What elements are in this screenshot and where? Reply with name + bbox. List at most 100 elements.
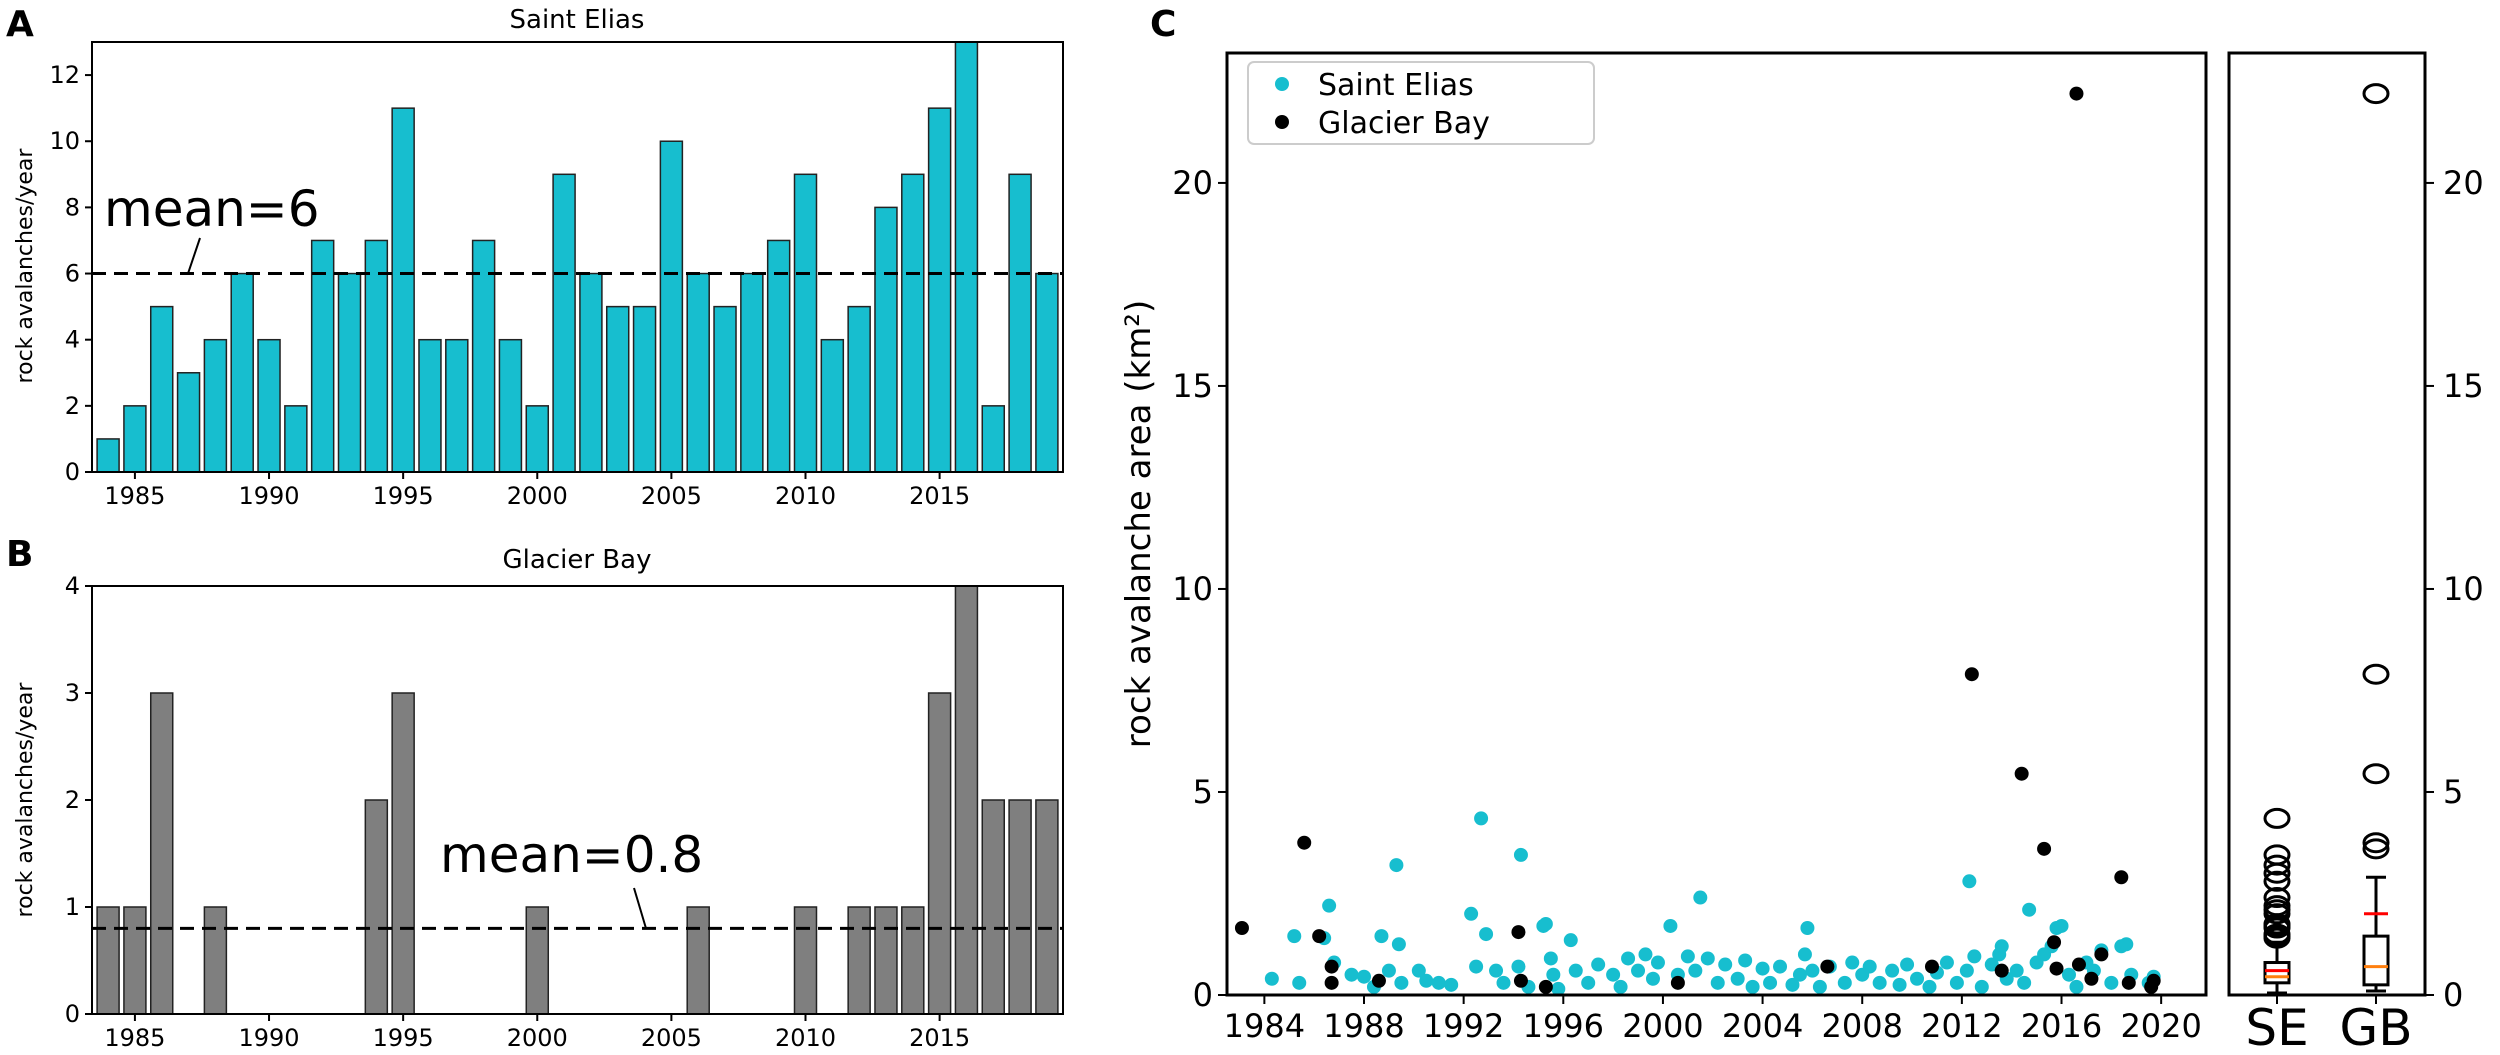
point-glacier-bay (2047, 935, 2062, 950)
point-glacier-bay (2084, 971, 2099, 986)
point-saint-elias (1638, 947, 1653, 962)
point-saint-elias (1800, 921, 1815, 936)
y-tick-label: 4 (65, 326, 80, 354)
point-glacier-bay (2114, 870, 2129, 885)
legend-label-saint-elias: Saint Elias (1318, 68, 1474, 103)
x-tick-label: 1984 (1224, 1007, 1305, 1045)
point-saint-elias (1738, 953, 1753, 968)
point-saint-elias (1910, 971, 1925, 986)
point-saint-elias (1745, 979, 1760, 994)
bar-2017 (981, 799, 1006, 1015)
y-tick-label: 10 (49, 127, 80, 155)
x-tick-label: 2015 (909, 1024, 970, 1052)
category-label-gb: GB (2339, 999, 2412, 1055)
bar-2003 (605, 305, 630, 473)
point-glacier-bay (1371, 973, 1386, 988)
point-saint-elias (1900, 957, 1915, 972)
bar-1991 (284, 405, 308, 473)
title-a: Saint Elias (510, 5, 645, 35)
bar-2014 (901, 173, 925, 473)
point-saint-elias (1621, 951, 1636, 966)
point-saint-elias (1959, 963, 1974, 978)
bar-1995 (391, 107, 415, 473)
bar-2015 (927, 692, 952, 1015)
mean-label: mean=0.8 (440, 826, 703, 884)
point-saint-elias (1357, 969, 1372, 984)
point-saint-elias (1444, 977, 1459, 992)
outlier-gb (2362, 763, 2390, 785)
point-saint-elias (1885, 963, 1900, 978)
point-saint-elias (1755, 961, 1770, 976)
point-saint-elias (2069, 979, 2084, 994)
point-glacier-bay (1324, 975, 1339, 990)
x-tick-label: 1990 (238, 1024, 299, 1052)
legend-marker-glacier-bay (1275, 115, 1289, 129)
point-glacier-bay (1994, 963, 2009, 978)
point-glacier-bay (1324, 959, 1339, 974)
bar-2002 (579, 272, 603, 473)
panel-label-b: B (6, 534, 33, 575)
point-glacier-bay (1511, 925, 1526, 940)
point-saint-elias (1419, 973, 1434, 988)
point-saint-elias (1718, 957, 1733, 972)
axes-frame (2227, 51, 2427, 997)
bar-1990 (257, 338, 281, 473)
point-glacier-bay (2069, 86, 2084, 101)
bar-2018 (1008, 799, 1032, 1015)
legend-label-glacier-bay: Glacier Bay (1318, 106, 1490, 141)
bar-2019 (1035, 799, 1059, 1015)
bar-2009 (766, 239, 791, 473)
bar-1986 (149, 692, 174, 1015)
point-saint-elias (1394, 975, 1409, 990)
bar-1994 (364, 799, 389, 1015)
point-saint-elias (1613, 979, 1628, 994)
bar-1988 (203, 906, 228, 1015)
x-tick-label: 1988 (1323, 1007, 1404, 1045)
point-saint-elias (1591, 957, 1606, 972)
point-glacier-bay (2014, 766, 2029, 781)
outlier-gb (2362, 663, 2390, 685)
point-saint-elias (1474, 811, 1489, 826)
y-tick-label-right: 10 (2443, 570, 2484, 608)
bar-2016 (954, 41, 979, 473)
bar-2013 (874, 906, 898, 1015)
point-saint-elias (1381, 963, 1396, 978)
y-tick-label: 15 (1172, 367, 1213, 405)
x-tick-label: 2010 (775, 482, 836, 510)
x-tick-label: 2004 (1722, 1007, 1803, 1045)
y-tick-label: 0 (65, 458, 80, 486)
point-saint-elias (1511, 959, 1526, 974)
point-saint-elias (1892, 977, 1907, 992)
y-tick-label: 0 (65, 1000, 80, 1028)
y-tick-label: 1 (65, 893, 80, 921)
x-tick-label: 2005 (641, 482, 702, 510)
x-tick-label: 1985 (104, 482, 165, 510)
box-gb (2362, 934, 2390, 987)
point-saint-elias (1374, 929, 1389, 944)
y-tick-label: 5 (1193, 773, 1213, 811)
bar-1989 (230, 272, 254, 473)
point-saint-elias (1949, 975, 1964, 990)
point-saint-elias (1845, 955, 1860, 970)
legend-marker-saint-elias (1275, 77, 1289, 91)
x-tick-label: 2010 (775, 1024, 836, 1052)
outlier-gb (2362, 838, 2390, 860)
bar-2012 (847, 305, 871, 473)
outlier-gb (2362, 83, 2390, 105)
point-saint-elias (1650, 955, 1665, 970)
x-tick-label: 2000 (1622, 1007, 1703, 1045)
panel-b: mean=0.8 0 1 2 3 4 1985 1990 1995 2000 2005 2010 201… (65, 572, 1064, 1052)
point-saint-elias (2104, 975, 2119, 990)
panel-label-c: C (1150, 4, 1176, 45)
bar-2006 (686, 272, 710, 473)
bar-2011 (820, 338, 845, 473)
point-saint-elias (1812, 979, 1827, 994)
point-glacier-bay (2049, 961, 2064, 976)
point-glacier-bay (2071, 957, 2086, 972)
outlier-se (2263, 927, 2291, 949)
x-tick-label: 1995 (373, 1024, 434, 1052)
point-saint-elias (2119, 937, 2134, 952)
outlier-se (2263, 917, 2291, 939)
outlier-se (2263, 887, 2291, 909)
ylabel-b: rock avalanches/year (13, 682, 38, 918)
